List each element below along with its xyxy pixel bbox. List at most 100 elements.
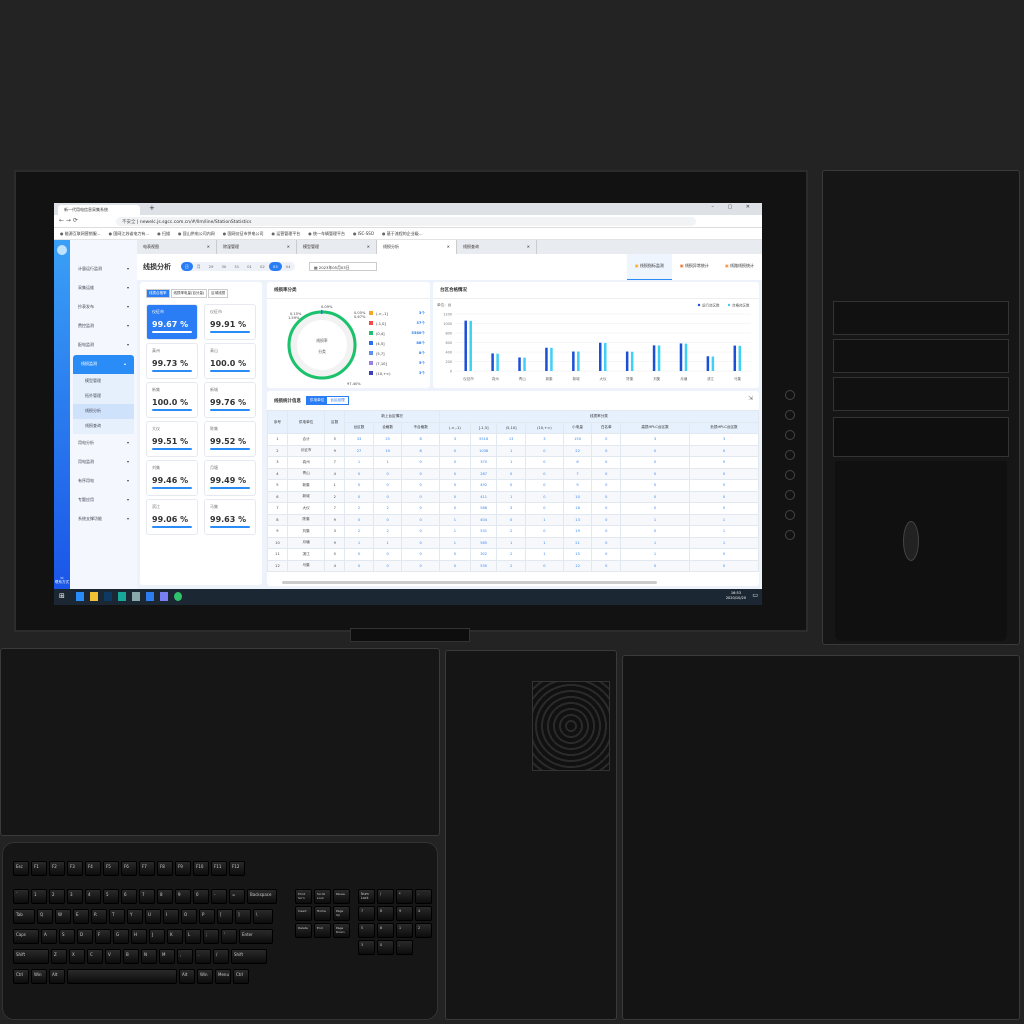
sidebar-item[interactable]: 抄表发布 ▾ bbox=[70, 298, 137, 317]
sidebar-item[interactable]: 模型管理 bbox=[73, 374, 134, 389]
table-cell[interactable]: 8 bbox=[401, 433, 440, 446]
key[interactable]: \ bbox=[253, 909, 273, 924]
key[interactable]: 5 bbox=[103, 889, 119, 904]
table-cell[interactable]: 5518 bbox=[469, 433, 498, 446]
table-cell[interactable]: 0 bbox=[688, 548, 759, 561]
table-cell[interactable]: 0 bbox=[591, 548, 622, 561]
pass-rate-card[interactable]: 新集 100.0 % bbox=[146, 382, 198, 418]
table-cell[interactable]: 0 bbox=[688, 444, 759, 457]
key[interactable]: Menu bbox=[215, 969, 231, 984]
table-cell[interactable]: 13 bbox=[562, 513, 593, 526]
key[interactable]: F3 bbox=[67, 861, 83, 876]
table-cell[interactable]: 0 bbox=[620, 444, 690, 457]
sidebar-item[interactable]: 计量运行监测 ▾ bbox=[70, 260, 137, 279]
table-cell[interactable]: 13 bbox=[496, 433, 526, 446]
app-tab[interactable]: 线损分析 ✕ bbox=[377, 240, 457, 254]
table-cell[interactable]: 404 bbox=[469, 513, 498, 526]
table-cell[interactable]: 2 bbox=[372, 525, 403, 538]
table-cell[interactable]: 0 bbox=[496, 479, 526, 492]
bookmark[interactable]: 运营管理平台 bbox=[271, 231, 300, 236]
key[interactable]: Win bbox=[31, 969, 47, 984]
key[interactable]: E bbox=[73, 909, 89, 924]
table-cell[interactable]: 15 bbox=[562, 548, 593, 561]
key[interactable]: N bbox=[141, 949, 157, 964]
table-cell[interactable]: 2 bbox=[344, 502, 374, 515]
table-cell[interactable]: 16 bbox=[562, 502, 593, 515]
table-cell[interactable]: 1 bbox=[496, 456, 526, 469]
close-icon[interactable]: ✕ bbox=[206, 244, 210, 249]
table-cell[interactable]: 0 bbox=[496, 467, 526, 480]
key[interactable]: 4 bbox=[415, 906, 432, 921]
table-cell[interactable]: 0 bbox=[401, 502, 440, 515]
sidebar-item[interactable]: 线损查询 bbox=[73, 419, 134, 434]
bookmark[interactable]: 能源互联网营销服... bbox=[60, 231, 101, 236]
key[interactable]: - bbox=[415, 889, 432, 904]
table-cell[interactable]: 0 bbox=[591, 513, 622, 526]
table-cell[interactable]: 150 bbox=[562, 433, 593, 446]
view-tab[interactable]: ▣ 线损指标监测 bbox=[626, 254, 672, 280]
bookmark[interactable]: 扫描 bbox=[157, 231, 170, 236]
key[interactable]: . bbox=[195, 949, 211, 964]
key[interactable]: Y bbox=[127, 909, 143, 924]
key[interactable]: W bbox=[55, 909, 71, 924]
key[interactable]: / bbox=[213, 949, 229, 964]
date-option[interactable]: 03 bbox=[268, 262, 282, 271]
table-cell[interactable]: 0 bbox=[344, 548, 374, 561]
table-cell[interactable]: 0 bbox=[620, 559, 690, 572]
key[interactable]: F12 bbox=[229, 861, 245, 876]
key[interactable]: 1 bbox=[31, 889, 47, 904]
column-header[interactable]: 不合格数 bbox=[401, 421, 440, 434]
pass-rate-card[interactable]: 真州 99.73 % bbox=[146, 343, 198, 379]
table-cell[interactable]: 565 bbox=[469, 536, 498, 549]
bookmark[interactable]: 国网仪征市供电公司 bbox=[223, 231, 263, 236]
column-header[interactable]: 台区数 bbox=[344, 421, 374, 434]
key[interactable]: F5 bbox=[103, 861, 119, 876]
key[interactable]: T bbox=[109, 909, 125, 924]
table-cell[interactable]: 0 bbox=[591, 479, 622, 492]
table-cell[interactable]: 0 bbox=[496, 513, 526, 526]
key[interactable]: D bbox=[77, 929, 93, 944]
table-cell[interactable]: 3 bbox=[688, 433, 759, 446]
key[interactable]: ; bbox=[203, 929, 219, 944]
sidebar-item[interactable]: 用电分析 ▾ bbox=[70, 434, 137, 453]
table-cell[interactable]: 0 bbox=[688, 502, 759, 515]
pass-rate-card[interactable]: 青山 100.0 % bbox=[204, 343, 256, 379]
table-cell[interactable]: 7 bbox=[562, 467, 593, 480]
browser-tab[interactable]: 新一代用电信息采集系统 bbox=[58, 205, 140, 215]
key[interactable]: Shift bbox=[231, 949, 267, 964]
table-cell[interactable]: 12 bbox=[562, 559, 593, 572]
date-option[interactable]: 29 bbox=[208, 264, 214, 269]
bookmark[interactable]: ISC-SSO bbox=[353, 231, 374, 236]
app-icon[interactable] bbox=[160, 592, 168, 601]
key[interactable]: L bbox=[185, 929, 201, 944]
table-cell[interactable]: 588 bbox=[469, 502, 498, 515]
key[interactable]: Shift bbox=[13, 949, 49, 964]
key[interactable]: 9 bbox=[396, 906, 413, 921]
new-tab-icon[interactable]: + bbox=[149, 204, 155, 212]
key[interactable]: 2 bbox=[415, 923, 432, 938]
table-cell[interactable]: 0 bbox=[688, 456, 759, 469]
view-tab[interactable]: ▣ 线路线损统计 bbox=[717, 254, 762, 280]
key[interactable]: , bbox=[177, 949, 193, 964]
table-cell[interactable]: 0 bbox=[525, 479, 564, 492]
sidebar-item[interactable]: 用电监测 ▾ bbox=[70, 453, 137, 472]
table-cell[interactable]: 0 bbox=[344, 479, 374, 492]
table-cell[interactable]: 0 bbox=[401, 456, 440, 469]
key[interactable]: Ctrl bbox=[13, 969, 29, 984]
table-cell[interactable]: 0 bbox=[591, 490, 622, 503]
wechat-icon[interactable] bbox=[174, 592, 182, 601]
pass-rate-card[interactable]: 月塘 99.49 % bbox=[204, 460, 256, 496]
table-cell[interactable]: 8 bbox=[401, 444, 440, 457]
table-cell[interactable]: 1 bbox=[438, 513, 471, 526]
key[interactable]: 7 bbox=[139, 889, 155, 904]
table-cell[interactable]: 2 bbox=[344, 525, 374, 538]
table-cell[interactable]: 0 bbox=[620, 467, 690, 480]
app-icon[interactable] bbox=[118, 592, 126, 601]
table-cell[interactable]: 0 bbox=[525, 467, 564, 480]
app-tab[interactable]: 除湿管理 ✕ bbox=[217, 240, 297, 254]
pass-rate-card[interactable]: 仪征市 99.91 % bbox=[204, 304, 256, 340]
key[interactable]: Win bbox=[197, 969, 213, 984]
table-cell[interactable]: 0 bbox=[401, 525, 440, 538]
key[interactable]: Tab bbox=[13, 909, 35, 924]
view-tab[interactable]: ▣ 线损异常统计 bbox=[672, 254, 717, 280]
